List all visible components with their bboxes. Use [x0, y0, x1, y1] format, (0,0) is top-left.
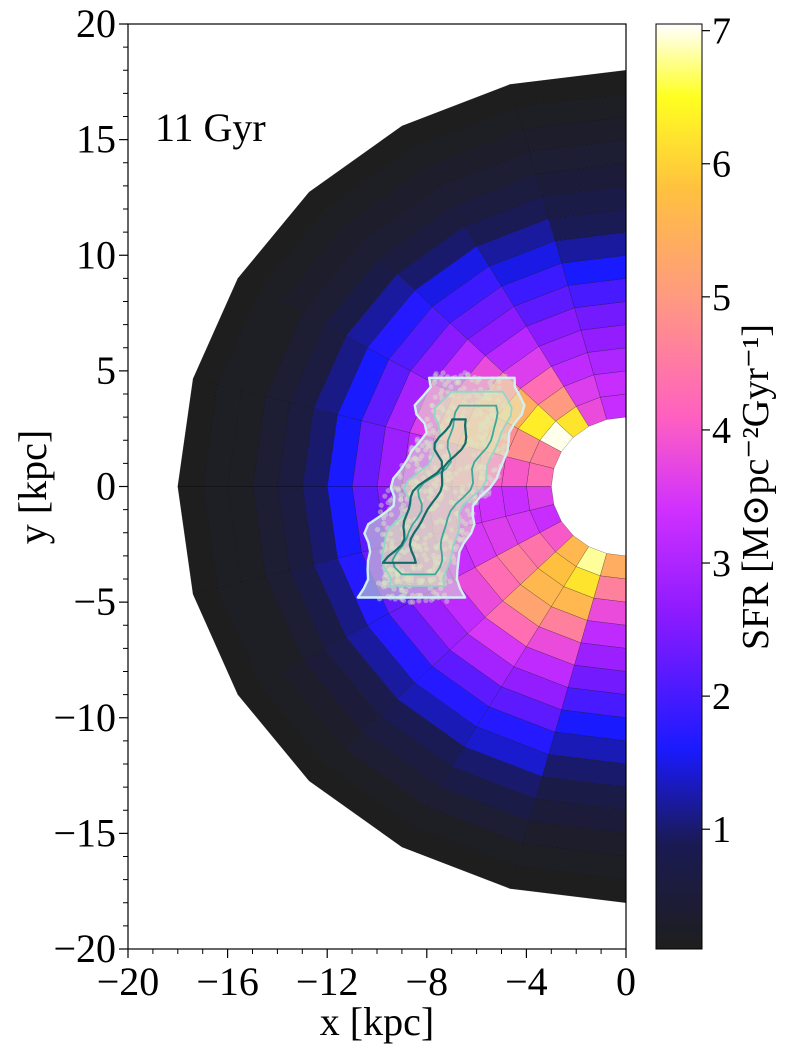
observation-overlay	[356, 370, 526, 605]
density-point	[423, 597, 429, 604]
colorbar	[655, 23, 703, 950]
x-axis: −20 −16 −12 −8 −4 0	[97, 949, 636, 1004]
colorbar-tick-label: 5	[712, 277, 731, 319]
density-point	[377, 509, 384, 515]
colorbar-label: SFR [M⊙pc⁻²Gyr⁻¹]	[735, 324, 777, 650]
sfr-cell	[509, 866, 626, 903]
density-contour	[391, 404, 499, 576]
y-tick-label: 5	[96, 348, 116, 393]
sfr-cell	[522, 821, 626, 857]
density-point	[385, 488, 391, 494]
density-point	[440, 370, 446, 376]
sfr-cell	[574, 642, 626, 672]
sfr-cell	[541, 754, 626, 788]
sfr-cell	[529, 799, 626, 834]
x-tick-label: −8	[406, 959, 449, 1004]
y-tick-label: 0	[96, 464, 116, 509]
colorbar-tick-label: 3	[712, 543, 731, 585]
sfr-cell	[561, 687, 626, 718]
sfr-cell	[593, 575, 626, 603]
sfr-cell	[554, 709, 626, 742]
density-point	[465, 371, 471, 377]
density-point	[416, 598, 422, 604]
density-point	[407, 599, 413, 605]
plot-area	[177, 70, 626, 903]
y-tick-label: 20	[76, 1, 116, 46]
density-point	[382, 493, 388, 499]
density-point	[385, 500, 391, 506]
sfr-cell	[548, 731, 626, 765]
sfr-cell	[587, 597, 626, 626]
colorbar-tick-label: 2	[712, 676, 731, 718]
density-point	[444, 598, 450, 604]
y-tick-label: 10	[76, 232, 116, 277]
time-annotation: 11 Gyr	[155, 105, 266, 150]
x-axis-label: x [kpc]	[320, 999, 434, 1044]
y-tick-label: 15	[76, 117, 116, 162]
colorbar-ticks: 1 2 3 4 5 6 7	[702, 11, 731, 851]
density-point	[378, 502, 384, 508]
y-tick-label: −10	[53, 695, 116, 740]
x-tick-label: −4	[505, 959, 548, 1004]
y-axis-label: y [kpc]	[10, 430, 55, 544]
sfr-cell	[516, 843, 626, 880]
sfr-cell	[599, 553, 626, 580]
y-axis: −20 −15 −10 −5 0 5 10 15 20	[53, 1, 128, 971]
sfr-cell	[580, 620, 626, 649]
x-tick-label: −16	[196, 959, 259, 1004]
density-point	[433, 371, 439, 377]
colorbar-tick-label: 7	[712, 11, 731, 53]
colorbar-tick-label: 6	[712, 144, 731, 186]
y-tick-label: −15	[53, 810, 116, 855]
sfr-cell	[567, 664, 626, 695]
density-contour	[381, 418, 468, 564]
x-tick-label: 0	[616, 959, 636, 1004]
density-contour	[381, 390, 513, 587]
x-tick-label: −12	[296, 959, 359, 1004]
y-tick-label: −20	[53, 926, 116, 971]
colorbar-tick-label: 4	[712, 410, 731, 452]
colorbar-tick-label: 1	[712, 809, 731, 851]
x-tick-label: −20	[97, 959, 160, 1004]
y-tick-label: −5	[73, 579, 116, 624]
